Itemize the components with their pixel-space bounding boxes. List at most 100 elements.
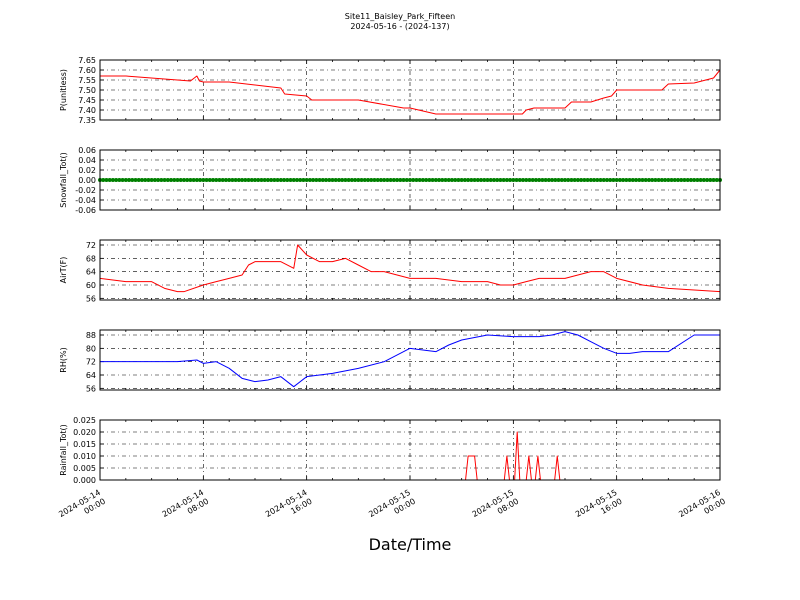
y-tick-label: 72: [86, 241, 96, 250]
scatter-point: [165, 178, 170, 182]
scatter-point: [169, 178, 174, 182]
scatter-point: [688, 178, 693, 182]
scatter-point: [269, 178, 274, 182]
scatter-point: [301, 178, 306, 182]
scatter-point: [136, 178, 141, 182]
scatter-point: [533, 178, 538, 182]
y-tick-label: 0.04: [78, 156, 96, 165]
air-temperature-panel: 56 60 64 68 72 AirT(F): [59, 239, 721, 303]
scatter-point: [456, 178, 461, 182]
scatter-point: [356, 178, 361, 182]
x-tick-labels: 2024-05-1400:00 2024-05-1408:00 2024-05-14…: [57, 488, 727, 528]
series-line: [100, 69, 721, 115]
scatter-point: [453, 178, 458, 182]
scatter-point: [440, 178, 445, 182]
scatter-point: [223, 178, 228, 182]
scatter-point: [482, 178, 487, 182]
scatter-point: [398, 178, 403, 182]
scatter-point: [527, 178, 532, 182]
scatter-point: [659, 178, 664, 182]
scatter-point: [462, 178, 467, 182]
scatter-point: [682, 178, 687, 182]
scatter-point: [646, 178, 651, 182]
y-tick-label: 68: [86, 254, 96, 263]
scatter-point: [275, 178, 280, 182]
scatter-point: [414, 178, 419, 182]
scatter-point: [504, 178, 509, 182]
scatter-point: [479, 178, 484, 182]
y-tick-label: 0.02: [78, 166, 96, 175]
scatter-point: [472, 178, 477, 182]
scatter-point: [598, 178, 603, 182]
scatter-point: [543, 178, 548, 182]
scatter-point: [708, 178, 713, 182]
axes-frame: [99, 329, 721, 391]
ph-panel: 7.357.407.457.507.557.607.65 P(unitless): [59, 56, 721, 125]
y-tick-label: 0.015: [73, 440, 96, 449]
scatter-point: [314, 178, 319, 182]
y-tick-label: 0.005: [73, 464, 96, 473]
scatter-point: [663, 178, 668, 182]
scatter-point: [175, 178, 180, 182]
scatter-point: [143, 178, 148, 182]
scatter-point: [475, 178, 480, 182]
scatter-point: [117, 178, 122, 182]
scatter-point: [521, 178, 526, 182]
scatter-point: [650, 178, 655, 182]
y-axis-label: Snowfall_Tot(): [59, 152, 68, 208]
scatter-point: [265, 178, 270, 182]
scatter-point: [553, 178, 558, 182]
scatter-point: [285, 178, 290, 182]
scatter-point: [385, 178, 390, 182]
scatter-point: [624, 178, 629, 182]
series-line: [100, 331, 720, 388]
scatter-point: [107, 178, 112, 182]
scatter-point: [430, 178, 435, 182]
y-tick-label: 72: [86, 358, 96, 367]
scatter-point: [362, 178, 367, 182]
scatter-point: [388, 178, 393, 182]
scatter-point: [498, 178, 503, 182]
scatter-point: [437, 178, 442, 182]
scatter-point: [705, 178, 710, 182]
y-tick-label: 7.50: [78, 86, 96, 95]
scatter-point: [307, 178, 312, 182]
scatter-point: [324, 178, 329, 182]
scatter-point: [508, 178, 513, 182]
scatter-point: [320, 178, 325, 182]
scatter-point: [692, 178, 697, 182]
scatter-point: [443, 178, 448, 182]
scatter-point: [585, 178, 590, 182]
scatter-point: [172, 178, 177, 182]
scatter-point: [563, 178, 567, 182]
scatter-point: [382, 178, 387, 182]
scatter-point: [294, 178, 299, 182]
scatter-point: [401, 178, 406, 182]
scatter-point: [156, 178, 161, 182]
scatter-point: [566, 178, 571, 182]
axes-frame: [99, 149, 721, 211]
scatter-point: [408, 178, 412, 182]
scatter-point: [127, 178, 132, 182]
scatter-point: [346, 178, 351, 182]
x-tick-label: 2024-05-1416:00: [264, 488, 314, 528]
scatter-point: [146, 178, 151, 182]
scatter-point: [298, 178, 303, 182]
scatter-point: [369, 178, 374, 182]
scatter-point: [327, 178, 332, 182]
scatter-point: [621, 178, 626, 182]
scatter-point: [669, 178, 674, 182]
scatter-point: [537, 178, 542, 182]
scatter-point: [491, 178, 496, 182]
scatter-point: [159, 178, 164, 182]
y-tick-label: -0.06: [75, 206, 96, 215]
scatter-point: [672, 178, 677, 182]
x-tick-label: 2024-05-1400:00: [57, 488, 107, 528]
scatter-point: [236, 178, 241, 182]
scatter-point: [466, 178, 471, 182]
axes-frame: [99, 239, 721, 301]
scatter-point: [637, 178, 642, 182]
scatter-point: [679, 178, 684, 182]
scatter-point: [540, 178, 545, 182]
y-tick-label: 64: [86, 268, 96, 277]
